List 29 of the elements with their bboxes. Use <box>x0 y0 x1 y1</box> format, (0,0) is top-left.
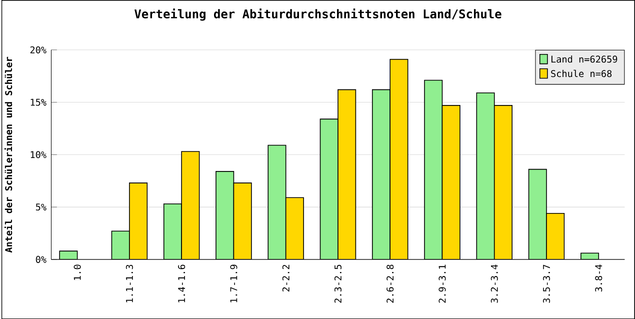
x-tick-label: 2-2.2 <box>282 264 290 292</box>
y-tick-label: 20% <box>30 46 46 54</box>
x-tick-label: 2.6-2.8 <box>386 264 394 303</box>
y-tick-label: 15% <box>30 98 46 106</box>
bar <box>216 170 234 260</box>
chart-title: Verteilung der Abiturdurchschnittsnoten Land/Schule <box>134 8 502 21</box>
legend-label: Land n=62659 <box>551 55 618 63</box>
bar <box>320 118 338 260</box>
y-tick-label: 10% <box>30 150 46 158</box>
x-tick-label: 2.9-3.1 <box>438 264 446 303</box>
bar <box>268 144 286 260</box>
x-tick-label: 1.7-1.9 <box>230 264 238 302</box>
bar <box>528 168 547 260</box>
bar <box>163 203 182 260</box>
y-axis-title: Anteil der Schülerinnen und Schüler <box>4 56 12 252</box>
legend-label: Schule n=68 <box>551 70 612 77</box>
x-tick-label: 3.2-3.4 <box>490 264 498 303</box>
x-tick-label: 2.3-2.5 <box>334 264 342 303</box>
y-tick-label: 0% <box>36 256 46 263</box>
bar <box>424 80 443 260</box>
x-tick-label: 1.4-1.6 <box>178 264 186 302</box>
x-tick-label: 3.5-3.7 <box>542 264 550 303</box>
y-tick-label: 5% <box>36 203 46 210</box>
bar <box>111 230 130 260</box>
bar <box>372 89 391 260</box>
bar <box>476 92 495 260</box>
x-tick-label: 1.1-1.3 <box>126 264 133 302</box>
x-tick-label: 3.8-4 <box>595 264 602 292</box>
x-tick-label: 1.0 <box>74 264 81 280</box>
